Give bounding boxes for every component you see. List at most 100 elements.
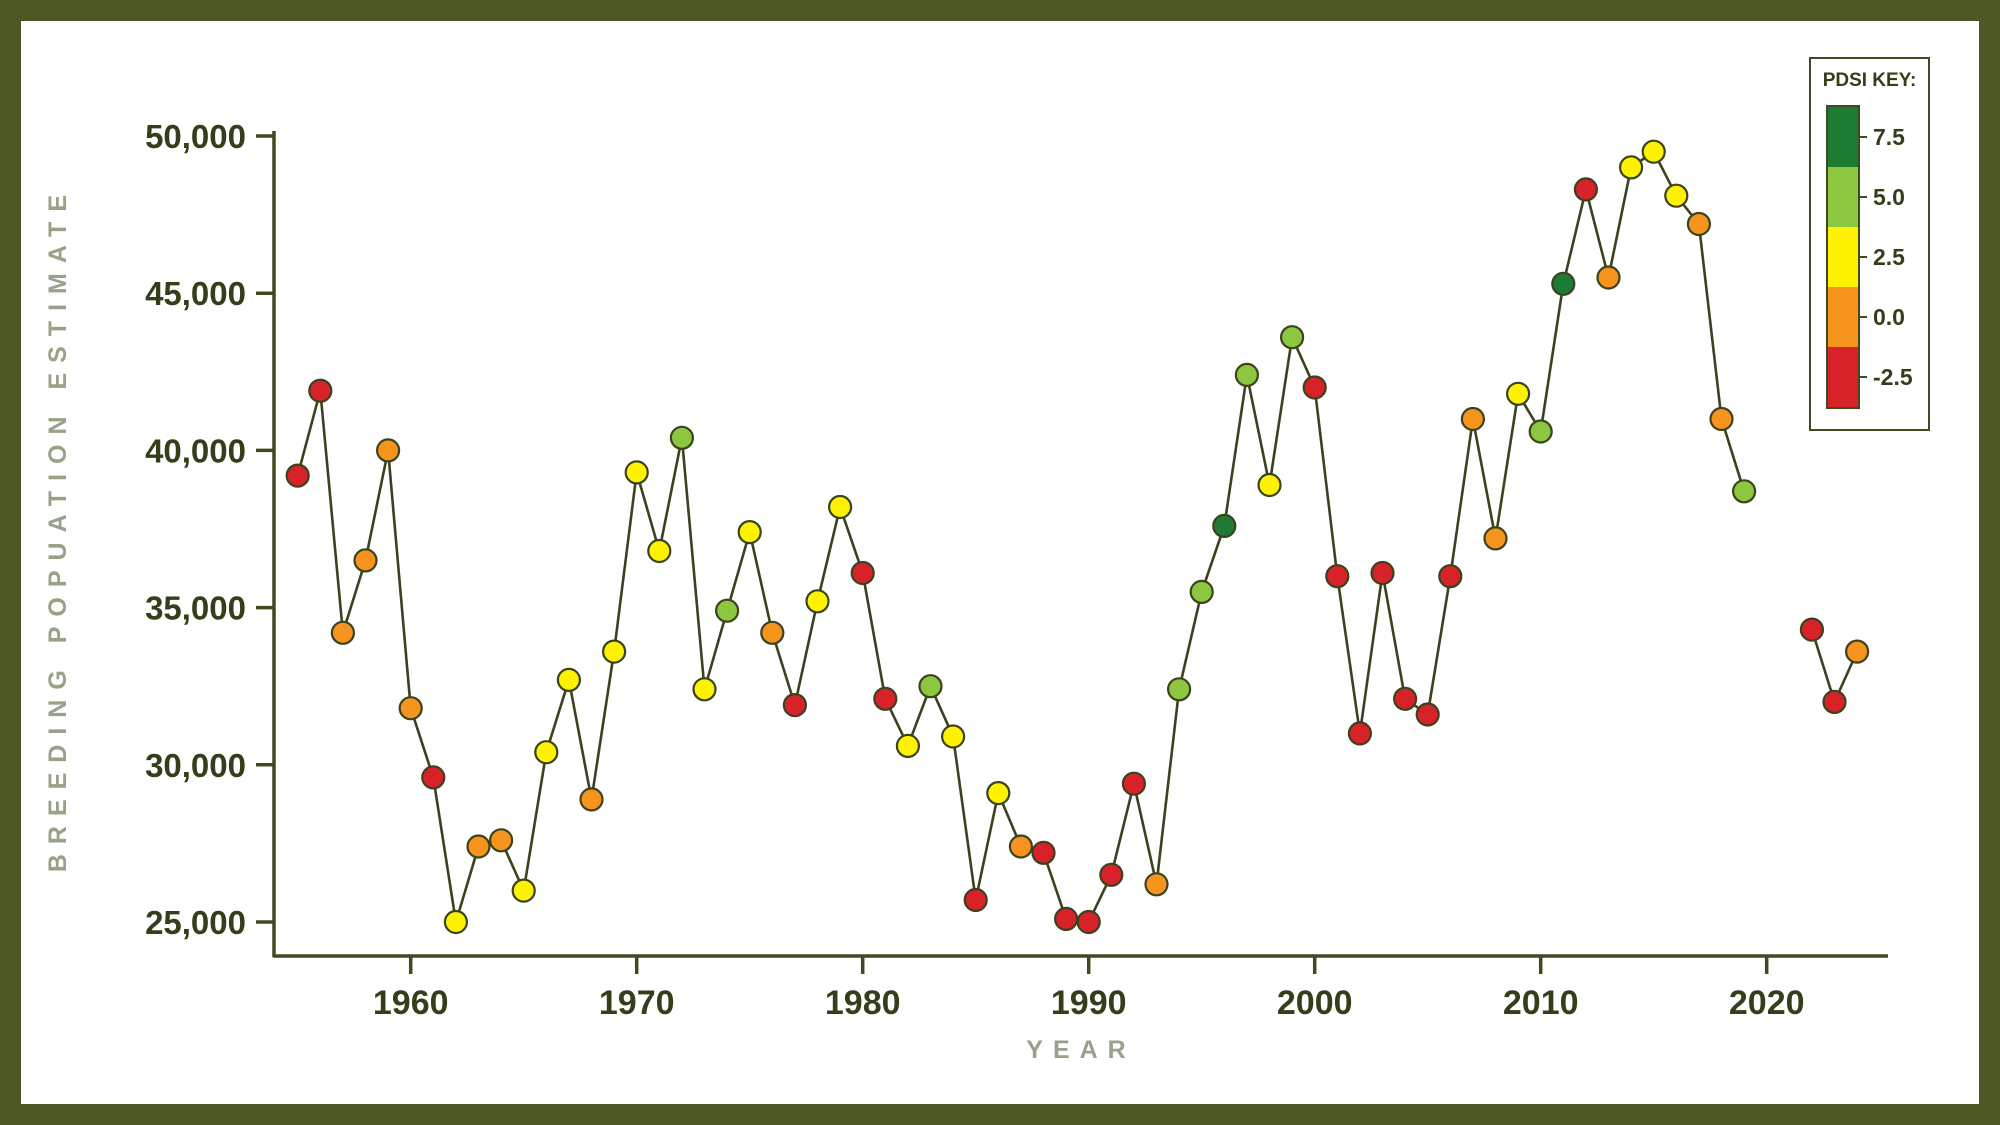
data-point-1999 bbox=[1279, 325, 1305, 350]
data-point-2018 bbox=[1709, 406, 1734, 432]
data-point-1997 bbox=[1234, 362, 1260, 387]
data-point-1966 bbox=[534, 740, 559, 765]
data-point-1981 bbox=[873, 686, 898, 711]
legend-labels: 7.5 5.0 2.5 0.0 -2.5 bbox=[1860, 107, 1913, 409]
legend-swatch-yellow bbox=[1828, 227, 1858, 287]
data-point-1973 bbox=[692, 677, 717, 702]
data-point-2022 bbox=[1799, 617, 1825, 642]
data-point-1975 bbox=[737, 519, 762, 545]
legend-swatch-lightgreen bbox=[1828, 167, 1858, 227]
data-point-1968 bbox=[579, 787, 604, 812]
data-point-1958 bbox=[353, 548, 378, 573]
legend-tick bbox=[1860, 196, 1867, 198]
data-point-1989 bbox=[1053, 906, 1079, 932]
data-point-2010 bbox=[1528, 419, 1553, 444]
data-point-2017 bbox=[1686, 211, 1712, 237]
data-point-1961 bbox=[421, 765, 446, 790]
legend-tick bbox=[1860, 256, 1867, 258]
legend-tick bbox=[1860, 316, 1867, 318]
x-tick-label: 2020 bbox=[1729, 984, 1805, 1022]
data-point-1959 bbox=[376, 438, 401, 463]
legend-swatch-orange bbox=[1828, 287, 1858, 347]
legend-entry-label: 0.0 bbox=[1873, 303, 1905, 330]
legend-swatch-red bbox=[1828, 347, 1858, 407]
data-point-1967 bbox=[556, 667, 582, 693]
legend-title: PDSI KEY: bbox=[1822, 70, 1917, 91]
legend-entry-label: 7.5 bbox=[1873, 123, 1905, 150]
legend-entry: 5.0 bbox=[1860, 167, 1913, 227]
x-tick-label: 2000 bbox=[1277, 984, 1353, 1022]
data-point-1995 bbox=[1189, 579, 1214, 605]
data-point-1983 bbox=[918, 674, 943, 699]
data-point-1974 bbox=[714, 598, 740, 623]
data-point-1970 bbox=[624, 460, 649, 485]
data-point-1956 bbox=[308, 378, 333, 403]
legend-tick bbox=[1860, 136, 1867, 138]
data-point-1980 bbox=[850, 560, 875, 586]
data-point-1976 bbox=[760, 620, 785, 645]
data-point-1982 bbox=[895, 733, 921, 759]
data-point-1978 bbox=[805, 589, 830, 614]
data-point-1972 bbox=[669, 425, 695, 450]
data-point-2019 bbox=[1731, 479, 1757, 504]
data-point-2001 bbox=[1325, 564, 1350, 589]
legend-tick bbox=[1860, 376, 1867, 378]
data-point-1955 bbox=[285, 463, 310, 488]
data-point-1994 bbox=[1166, 677, 1192, 702]
data-point-2012 bbox=[1573, 177, 1599, 202]
data-point-1965 bbox=[511, 878, 536, 903]
x-tick-label: 1990 bbox=[1051, 984, 1127, 1022]
data-point-1998 bbox=[1257, 472, 1282, 498]
pdsi-legend: PDSI KEY: 7.5 5.0 2.5 0.0 -2.5 bbox=[1809, 57, 1930, 431]
legend-entry-label: -2.5 bbox=[1873, 363, 1913, 390]
data-point-2002 bbox=[1347, 721, 1373, 746]
legend-entry-label: 5.0 bbox=[1873, 183, 1905, 210]
data-point-1963 bbox=[466, 834, 491, 859]
data-point-1988 bbox=[1031, 840, 1056, 865]
data-point-2007 bbox=[1460, 406, 1486, 432]
y-tick-label: 25,000 bbox=[145, 904, 246, 941]
legend-body: 7.5 5.0 2.5 0.0 -2.5 bbox=[1826, 105, 1928, 409]
y-tick-label: 35,000 bbox=[145, 590, 246, 627]
data-point-1969 bbox=[601, 639, 627, 664]
x-tick-label: 1960 bbox=[373, 984, 449, 1022]
data-point-1991 bbox=[1099, 862, 1124, 887]
data-point-1979 bbox=[827, 494, 853, 520]
data-point-1971 bbox=[647, 538, 672, 564]
data-point-1990 bbox=[1076, 909, 1101, 935]
legend-entry: 0.0 bbox=[1860, 287, 1913, 347]
data-line bbox=[296, 149, 1746, 924]
x-tick-label: 2010 bbox=[1503, 984, 1579, 1022]
data-point-2014 bbox=[1618, 155, 1644, 180]
y-tick-label: 40,000 bbox=[145, 432, 246, 469]
legend-entry: 7.5 bbox=[1860, 107, 1913, 167]
legend-entry: -2.5 bbox=[1860, 347, 1913, 407]
y-axis-title-container: BREEDING POPUATION ESTIMATE bbox=[44, 136, 73, 922]
data-point-2009 bbox=[1505, 381, 1531, 406]
data-point-2006 bbox=[1438, 564, 1463, 589]
data-point-2011 bbox=[1551, 271, 1576, 296]
data-point-2000 bbox=[1302, 375, 1327, 400]
data-point-1996 bbox=[1212, 513, 1237, 539]
y-axis-title: BREEDING POPUATION ESTIMATE bbox=[44, 185, 72, 873]
data-point-1957 bbox=[330, 620, 355, 645]
data-point-1962 bbox=[443, 909, 468, 935]
data-point-2024 bbox=[1844, 639, 1870, 664]
y-tick-label: 50,000 bbox=[145, 118, 246, 155]
data-point-1977 bbox=[782, 692, 808, 718]
data-point-1992 bbox=[1121, 771, 1147, 796]
data-point-1985 bbox=[963, 887, 988, 913]
data-point-2023 bbox=[1822, 689, 1847, 715]
data-point-1987 bbox=[1008, 834, 1034, 859]
data-point-2013 bbox=[1596, 265, 1621, 290]
chart-panel bbox=[21, 21, 1979, 1104]
data-point-1960 bbox=[398, 696, 423, 721]
data-point-1993 bbox=[1144, 872, 1169, 897]
x-tick-label: 1980 bbox=[825, 984, 901, 1022]
legend-swatch-darkgreen bbox=[1828, 107, 1858, 167]
y-tick-label: 30,000 bbox=[145, 747, 246, 784]
data-point-2004 bbox=[1392, 686, 1418, 711]
data-point-1984 bbox=[940, 724, 966, 749]
